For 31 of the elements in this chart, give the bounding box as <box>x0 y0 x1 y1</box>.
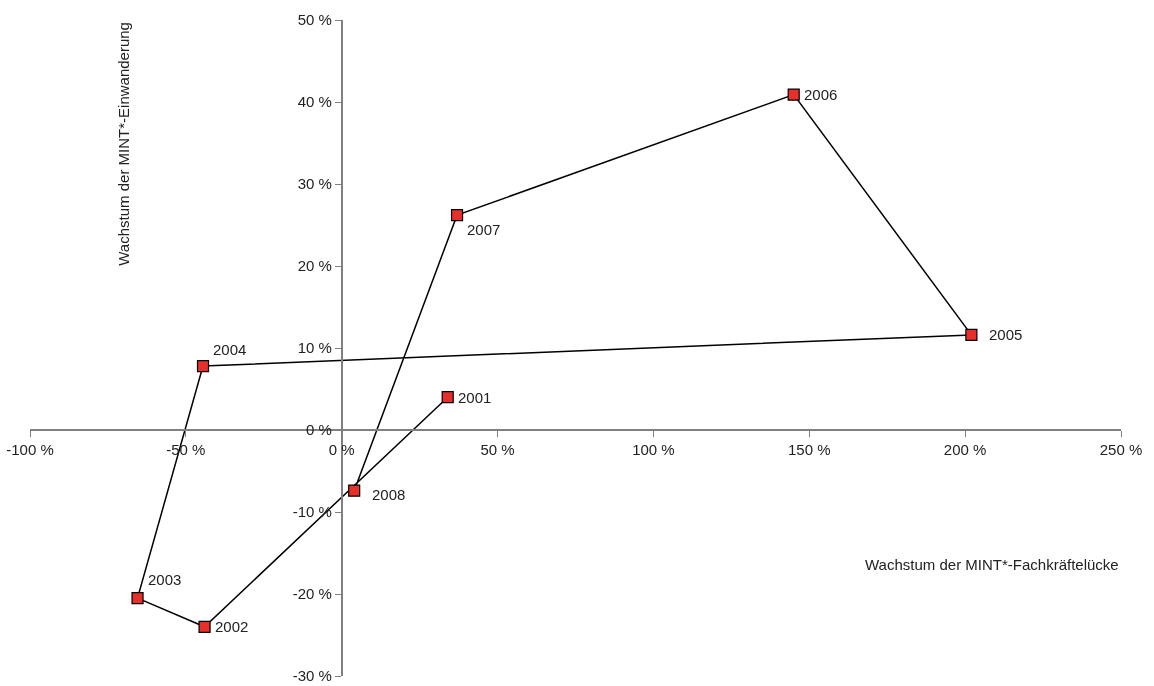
x-tick-label: 150 % <box>788 440 831 458</box>
y-tick-label: -20 % <box>292 585 332 603</box>
point <box>196 359 210 373</box>
annotation: 2008 <box>372 486 406 503</box>
y-tick-label: 40 % <box>297 93 332 111</box>
y-tick-label: -30 % <box>292 667 332 685</box>
point <box>787 88 800 101</box>
point <box>131 592 144 605</box>
x-tick-label: 200 % <box>943 440 987 458</box>
x-axis-title: Wachstum der MINT*-Fachkräftelücke <box>865 556 1119 573</box>
point <box>965 328 978 341</box>
annotation: 2001 <box>458 389 492 406</box>
x-tick-label: 50 % <box>480 440 515 458</box>
y-tick-label: 30 % <box>297 175 332 193</box>
point <box>198 620 211 633</box>
annotation: 2007 <box>467 221 501 238</box>
point <box>450 209 464 222</box>
x-tick-label: -100 % <box>6 440 54 458</box>
y-tick-label: 50 % <box>297 11 332 29</box>
point <box>441 391 454 404</box>
x-tick-label: 250 % <box>1099 440 1143 458</box>
y-tick-label: 10 % <box>297 339 332 357</box>
point <box>348 484 361 497</box>
annotation: 2006 <box>804 86 838 103</box>
annotation: 2005 <box>989 326 1023 343</box>
y-tick-label: 20 % <box>297 257 332 275</box>
annotation: 2002 <box>215 618 249 635</box>
annotation: 2004 <box>213 341 247 358</box>
x-tick-label: 100 % <box>632 440 675 458</box>
y-axis-title: Wachstum der MINT*-Einwanderung <box>114 22 132 266</box>
annotation: 2003 <box>148 571 182 588</box>
